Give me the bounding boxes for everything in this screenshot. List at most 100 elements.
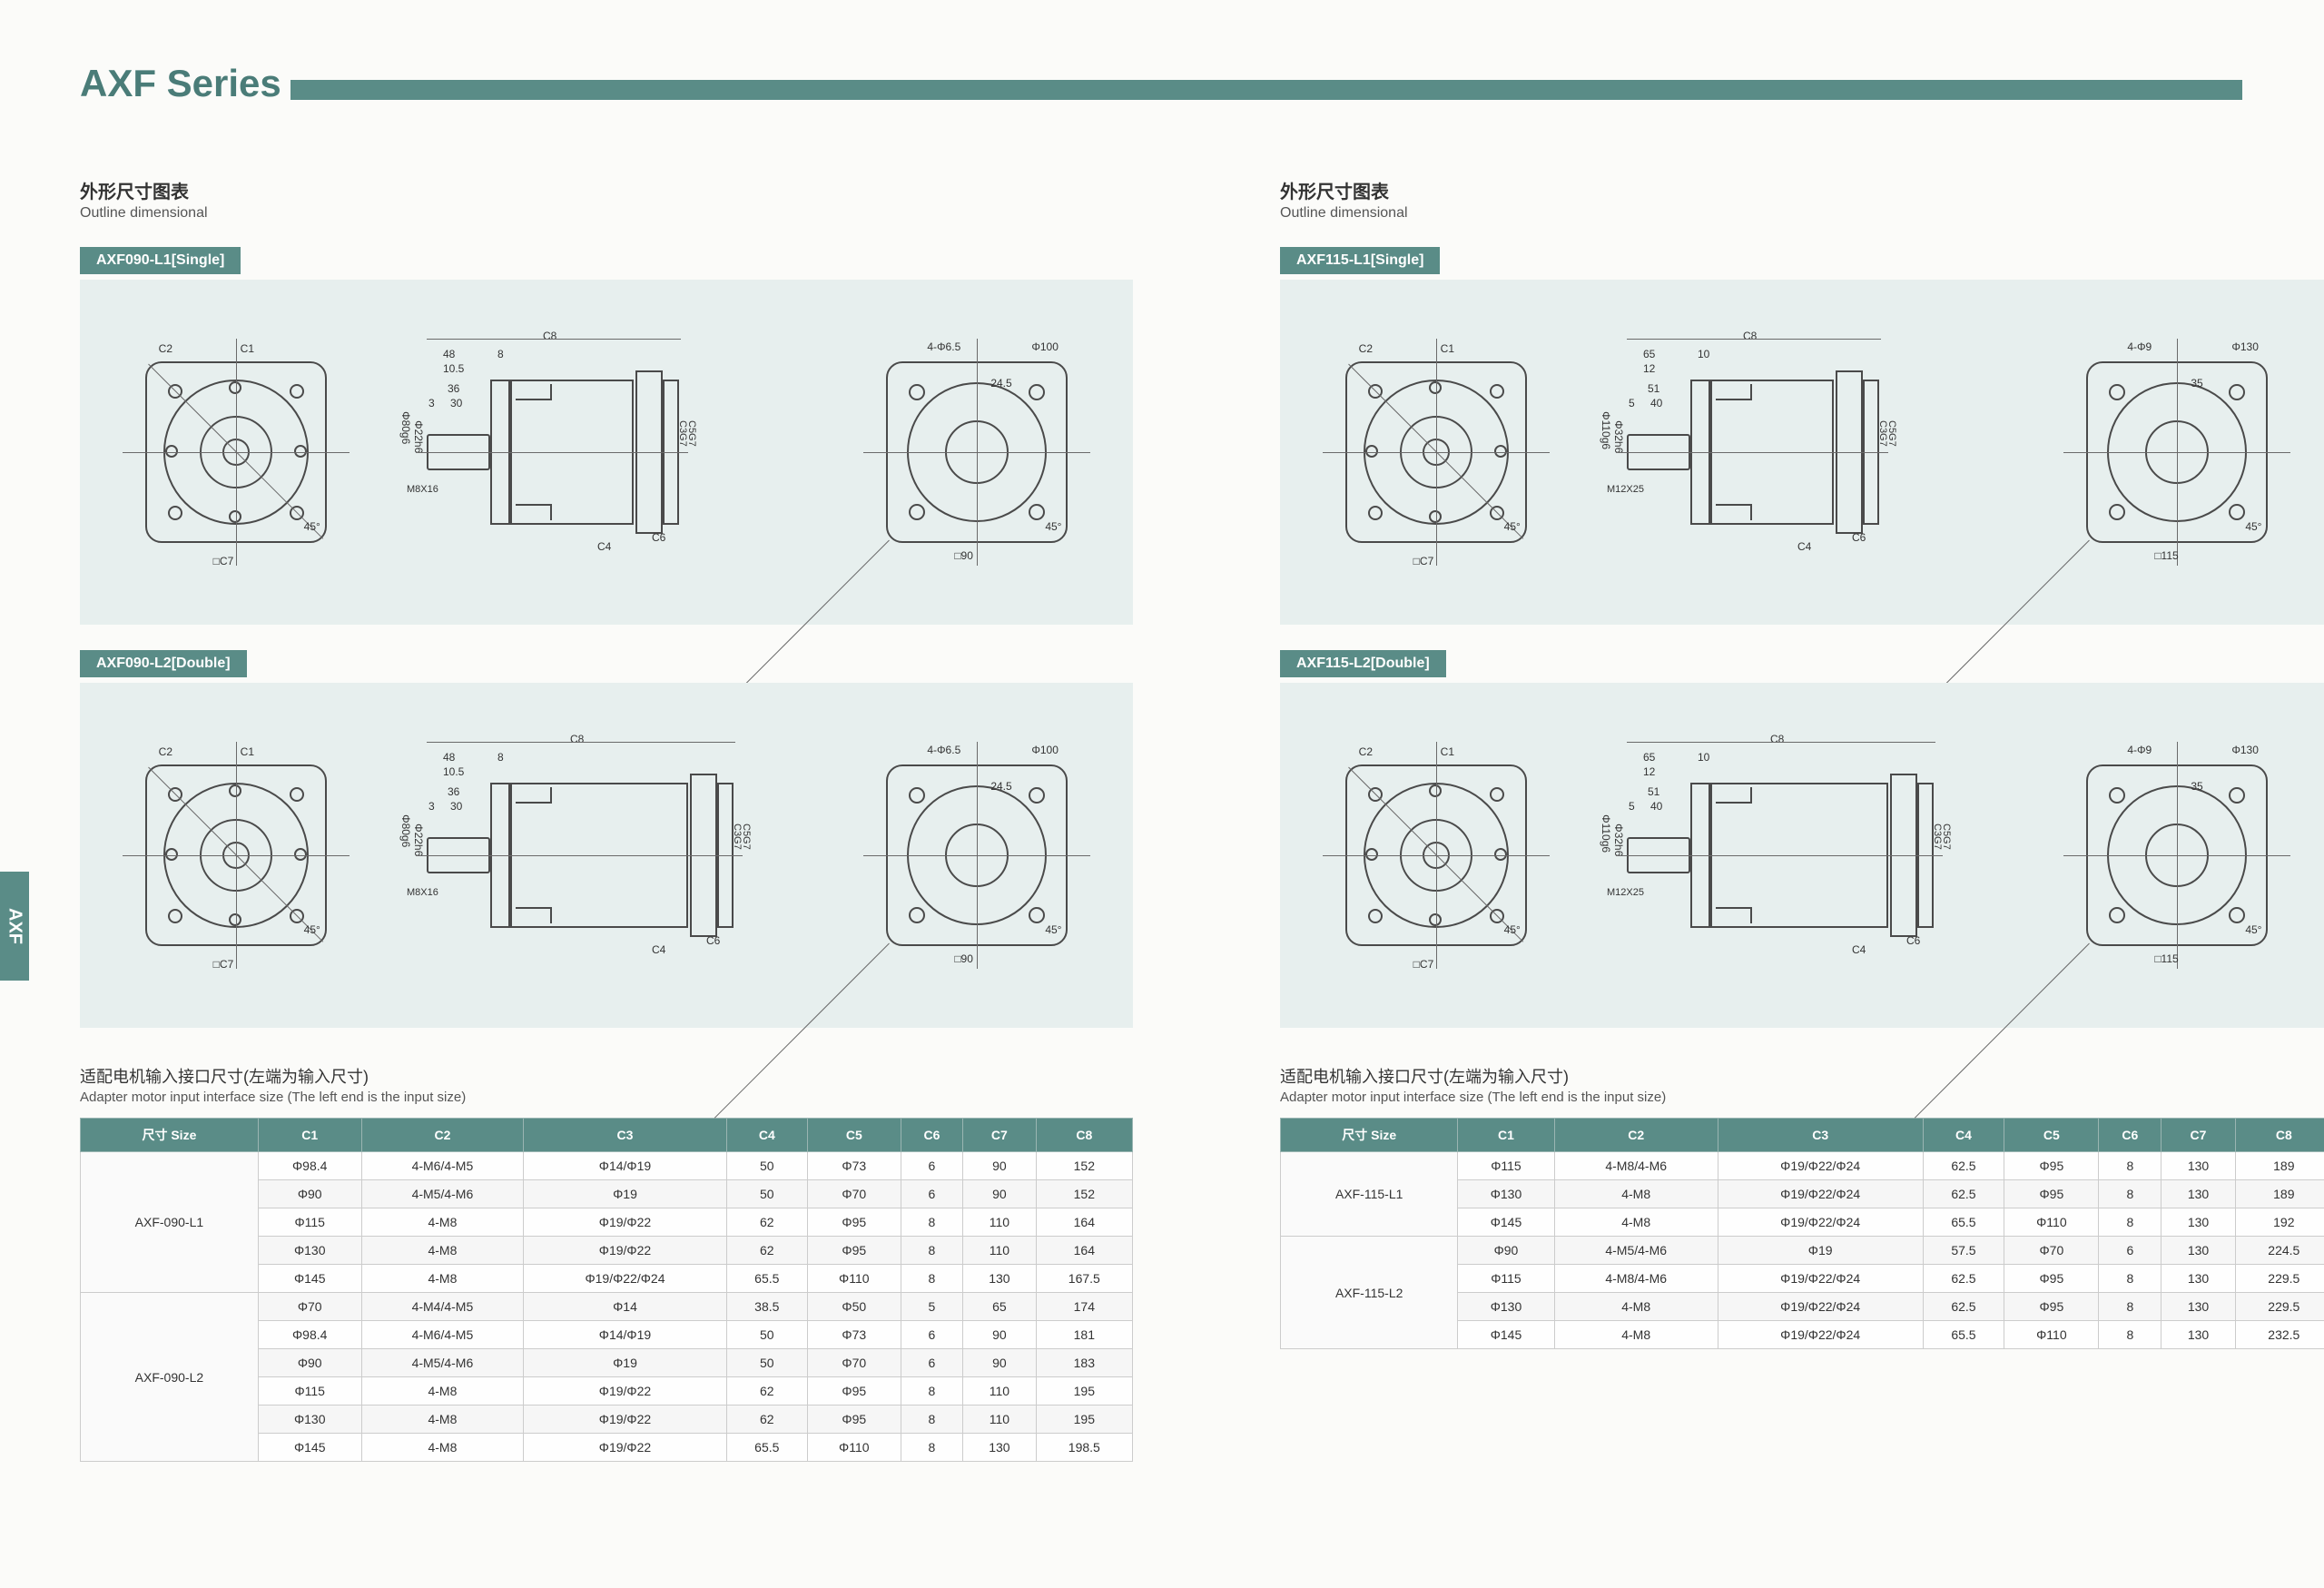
dim-d4: 36 [448, 382, 459, 395]
table-cell: 6 [901, 1152, 962, 1180]
table-cell: 229.5 [2235, 1293, 2324, 1321]
table-cell: Φ95 [2004, 1180, 2099, 1208]
dim-c7: □C7 [1413, 555, 1434, 567]
dim-shaft2: Φ32h6 [1612, 420, 1625, 453]
table-cell: 8 [901, 1406, 962, 1434]
dim-outer: Φ130 [2231, 744, 2259, 756]
side-view: Φ80g6 Φ22h6 M8X16 C8 48 8 10.5 36 3 30 C… [416, 330, 797, 575]
table-heading-cn: 适配电机输入接口尺寸(左端为输入尺寸) [80, 1064, 1133, 1088]
dim-d3: 12 [1643, 765, 1655, 778]
dim-d3: 10.5 [443, 765, 464, 778]
table-cell: 50 [726, 1180, 807, 1208]
dim-sq: □115 [2154, 952, 2178, 965]
outline-heading-en: Outline dimensional [80, 205, 1133, 222]
dim-c5: C5G7 [1941, 824, 1952, 850]
table-cell: 224.5 [2235, 1237, 2324, 1265]
table-cell: 6 [2099, 1237, 2162, 1265]
model-label-axf115-l2: AXF115-L2[Double] [1280, 650, 1446, 677]
table-cell: 4-M4/4-M5 [361, 1293, 524, 1321]
table-cell: 8 [901, 1377, 962, 1406]
front-view: C2 C1 □C7 45° [123, 339, 350, 566]
front-view: C2 C1 □C7 45° [1323, 742, 1550, 969]
dim-thread: M12X25 [1607, 887, 1644, 898]
table-cell: 152 [1036, 1180, 1132, 1208]
dim-rad: 24.5 [990, 377, 1011, 390]
dim-shaft-dia: Φ110g6 [1600, 814, 1612, 853]
table-cell: 4-M8 [361, 1434, 524, 1462]
table-cell: 4-M8 [1554, 1208, 1718, 1237]
dim-c7: □C7 [1413, 958, 1434, 971]
table-cell: Φ95 [807, 1208, 901, 1237]
spec-table-left: 尺寸 SizeC1C2C3C4C5C6C7C8AXF-090-L1Φ98.44-… [80, 1118, 1133, 1462]
table-cell: 8 [2099, 1265, 2162, 1293]
table-cell: 110 [963, 1406, 1036, 1434]
table-cell: Φ115 [258, 1208, 361, 1237]
dim-c6: C6 [1852, 531, 1866, 544]
table-cell: 50 [726, 1321, 807, 1349]
table-cell: 130 [2162, 1321, 2235, 1349]
drawing-axf115-l2: C2 C1 □C7 45° Φ110g6 Φ32h6 M12X25 C8 65 … [1280, 683, 2324, 1028]
table-cell: 229.5 [2235, 1265, 2324, 1293]
table-cell: 57.5 [1923, 1237, 2004, 1265]
table-cell: 62 [726, 1208, 807, 1237]
table-cell: Φ145 [258, 1434, 361, 1462]
table-header: C2 [1554, 1119, 1718, 1152]
dim-c7: □C7 [213, 555, 234, 567]
table-cell: 8 [901, 1265, 962, 1293]
dim-45b: 45° [1045, 520, 1061, 533]
table-header: C6 [2099, 1119, 2162, 1152]
front-view: C2 C1 □C7 45° [1323, 339, 1550, 566]
table-cell: Φ95 [807, 1377, 901, 1406]
table-cell: 130 [2162, 1208, 2235, 1237]
side-tab-left: AXF [0, 872, 29, 981]
table-cell: 6 [901, 1349, 962, 1377]
dim-45: 45° [1504, 923, 1521, 936]
table-cell: 8 [901, 1237, 962, 1265]
side-view: Φ110g6 Φ32h6 M12X25 C8 65 10 12 51 5 40 … [1616, 733, 1997, 978]
table-cell: Φ95 [807, 1237, 901, 1265]
dim-c8: C8 [1770, 733, 1784, 745]
dim-hole: 4-Φ6.5 [927, 744, 960, 756]
table-cell: 4-M5/4-M6 [361, 1349, 524, 1377]
dim-c2: C2 [159, 342, 172, 355]
dim-45: 45° [1504, 520, 1521, 533]
table-group-cell: AXF-115-L1 [1281, 1152, 1458, 1237]
table-cell: 130 [2162, 1237, 2235, 1265]
table-cell: Φ14 [524, 1293, 727, 1321]
table-cell: 110 [963, 1377, 1036, 1406]
dim-c6: C6 [1906, 934, 1920, 947]
dim-c5: C5G7 [741, 824, 752, 850]
table-cell: Φ130 [1458, 1180, 1554, 1208]
table-cell: Φ19 [1718, 1237, 1923, 1265]
table-cell: 62.5 [1923, 1152, 2004, 1180]
dim-c1: C1 [241, 745, 254, 758]
table-header: C4 [726, 1119, 807, 1152]
table-cell: Φ145 [258, 1265, 361, 1293]
table-cell: 62.5 [1923, 1180, 2004, 1208]
table-cell: 38.5 [726, 1293, 807, 1321]
table-cell: 4-M8/4-M6 [1554, 1152, 1718, 1180]
table-cell: Φ145 [1458, 1208, 1554, 1237]
table-cell: 4-M8 [361, 1237, 524, 1265]
table-cell: 130 [963, 1265, 1036, 1293]
dim-outer: Φ130 [2231, 340, 2259, 353]
dim-45b: 45° [1045, 923, 1061, 936]
table-cell: 65.5 [1923, 1208, 2004, 1237]
dim-c8: C8 [543, 330, 556, 342]
dim-d2: 8 [497, 751, 504, 764]
table-cell: 4-M8 [1554, 1180, 1718, 1208]
dim-c2: C2 [1359, 745, 1373, 758]
table-cell: 4-M8 [1554, 1321, 1718, 1349]
table-cell: 198.5 [1036, 1434, 1132, 1462]
table-cell: Φ14/Φ19 [524, 1321, 727, 1349]
table-header: C3 [524, 1119, 727, 1152]
table-cell: 62 [726, 1406, 807, 1434]
table-header: C7 [963, 1119, 1036, 1152]
table-cell: 174 [1036, 1293, 1132, 1321]
table-header: C4 [1923, 1119, 2004, 1152]
table-cell: 4-M8 [361, 1406, 524, 1434]
title-bar [290, 80, 2242, 100]
side-view: Φ80g6 Φ22h6 M8X16 C8 48 8 10.5 36 3 30 C… [416, 733, 797, 978]
table-cell: 62 [726, 1377, 807, 1406]
dim-shaft-dia: Φ110g6 [1600, 411, 1612, 449]
